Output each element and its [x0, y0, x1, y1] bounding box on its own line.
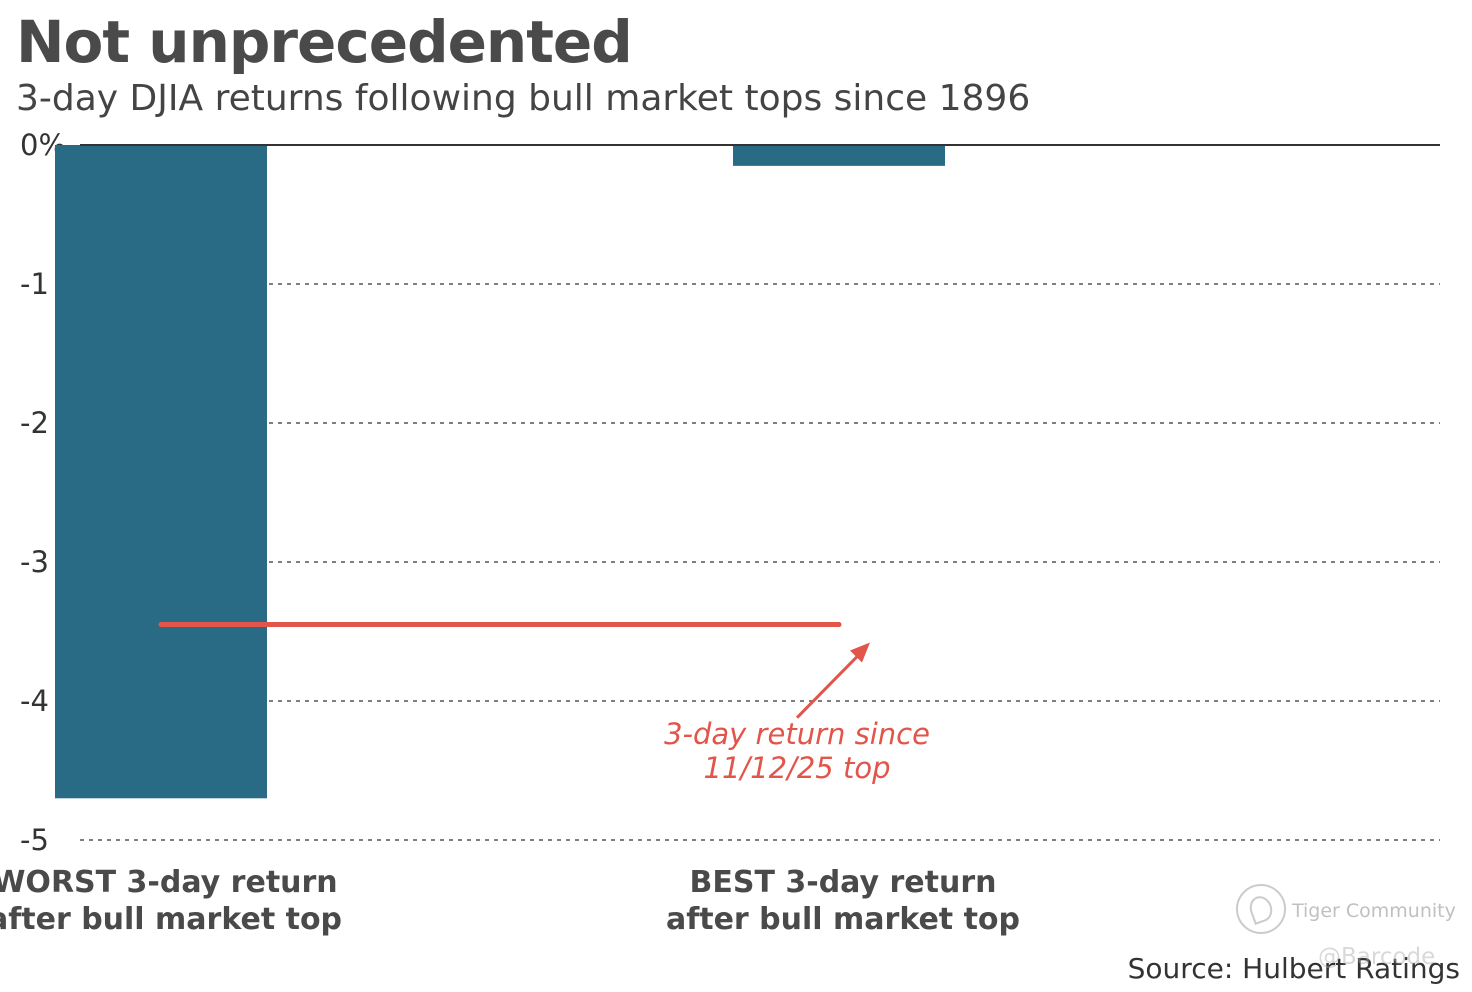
reference-annotation-line: 3-day return since	[664, 717, 930, 751]
tiger-logo-icon	[1236, 884, 1286, 934]
chart-subtitle: 3-day DJIA returns following bull market…	[16, 78, 1031, 119]
chart-title: Not unprecedented	[16, 8, 633, 76]
y-tick-label: -2	[20, 406, 49, 440]
y-tick-label: -3	[20, 545, 49, 579]
y-tick-label: -4	[20, 684, 49, 718]
x-category-label: after bull market top	[0, 902, 342, 937]
x-category-label: BEST 3-day return	[690, 865, 997, 900]
watermark-handle: @Barcode	[1318, 944, 1436, 970]
x-category-label: after bull market top	[666, 902, 1020, 937]
watermark-name: Tiger Community	[1292, 900, 1456, 922]
bar	[733, 145, 945, 166]
reference-arrowhead	[850, 642, 870, 663]
y-tick-label: -5	[20, 823, 49, 857]
bar	[55, 145, 267, 799]
source-note: Source: Hulbert Ratings	[1127, 952, 1460, 985]
x-category-label: WORST 3-day return	[0, 865, 338, 900]
reference-annotation-line: 11/12/25 top	[704, 751, 891, 785]
y-tick-label: -1	[20, 267, 49, 301]
reference-arrow	[795, 648, 866, 719]
